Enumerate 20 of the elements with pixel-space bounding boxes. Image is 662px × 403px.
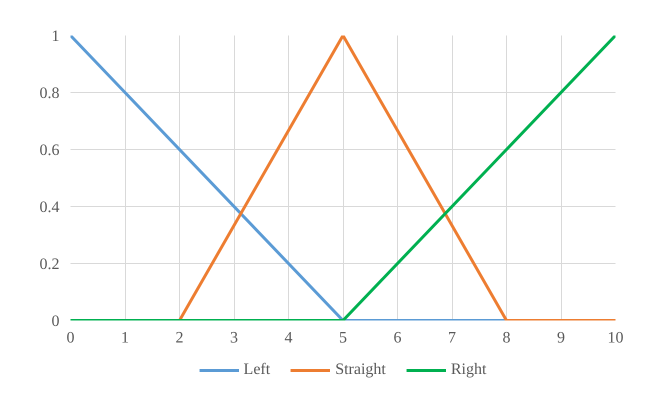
x-tick-label: 0 — [66, 330, 74, 346]
y-tick-label: 0 — [52, 313, 60, 330]
x-tick-label: 9 — [557, 330, 565, 346]
x-tick-label: 2 — [176, 330, 184, 346]
x-tick-label: 10 — [608, 330, 624, 346]
y-tick-label: 0.6 — [40, 142, 60, 159]
x-tick-label: 4 — [284, 330, 292, 346]
y-tick-label: 1 — [52, 28, 60, 45]
y-tick-label: 0.8 — [40, 85, 60, 102]
legend-label: Left — [244, 361, 270, 379]
x-tick-label: 6 — [394, 330, 402, 346]
x-tick-label: 5 — [339, 330, 347, 346]
x-tick-label: 3 — [230, 330, 238, 346]
legend-label: Straight — [335, 361, 386, 379]
legend-label: Right — [450, 361, 486, 379]
y-tick-label: 0.4 — [40, 199, 60, 216]
x-tick-label: 1 — [121, 330, 129, 346]
y-tick-label: 0.2 — [40, 256, 60, 273]
x-tick-label: 7 — [448, 330, 456, 346]
x-tick-label: 8 — [502, 330, 510, 346]
